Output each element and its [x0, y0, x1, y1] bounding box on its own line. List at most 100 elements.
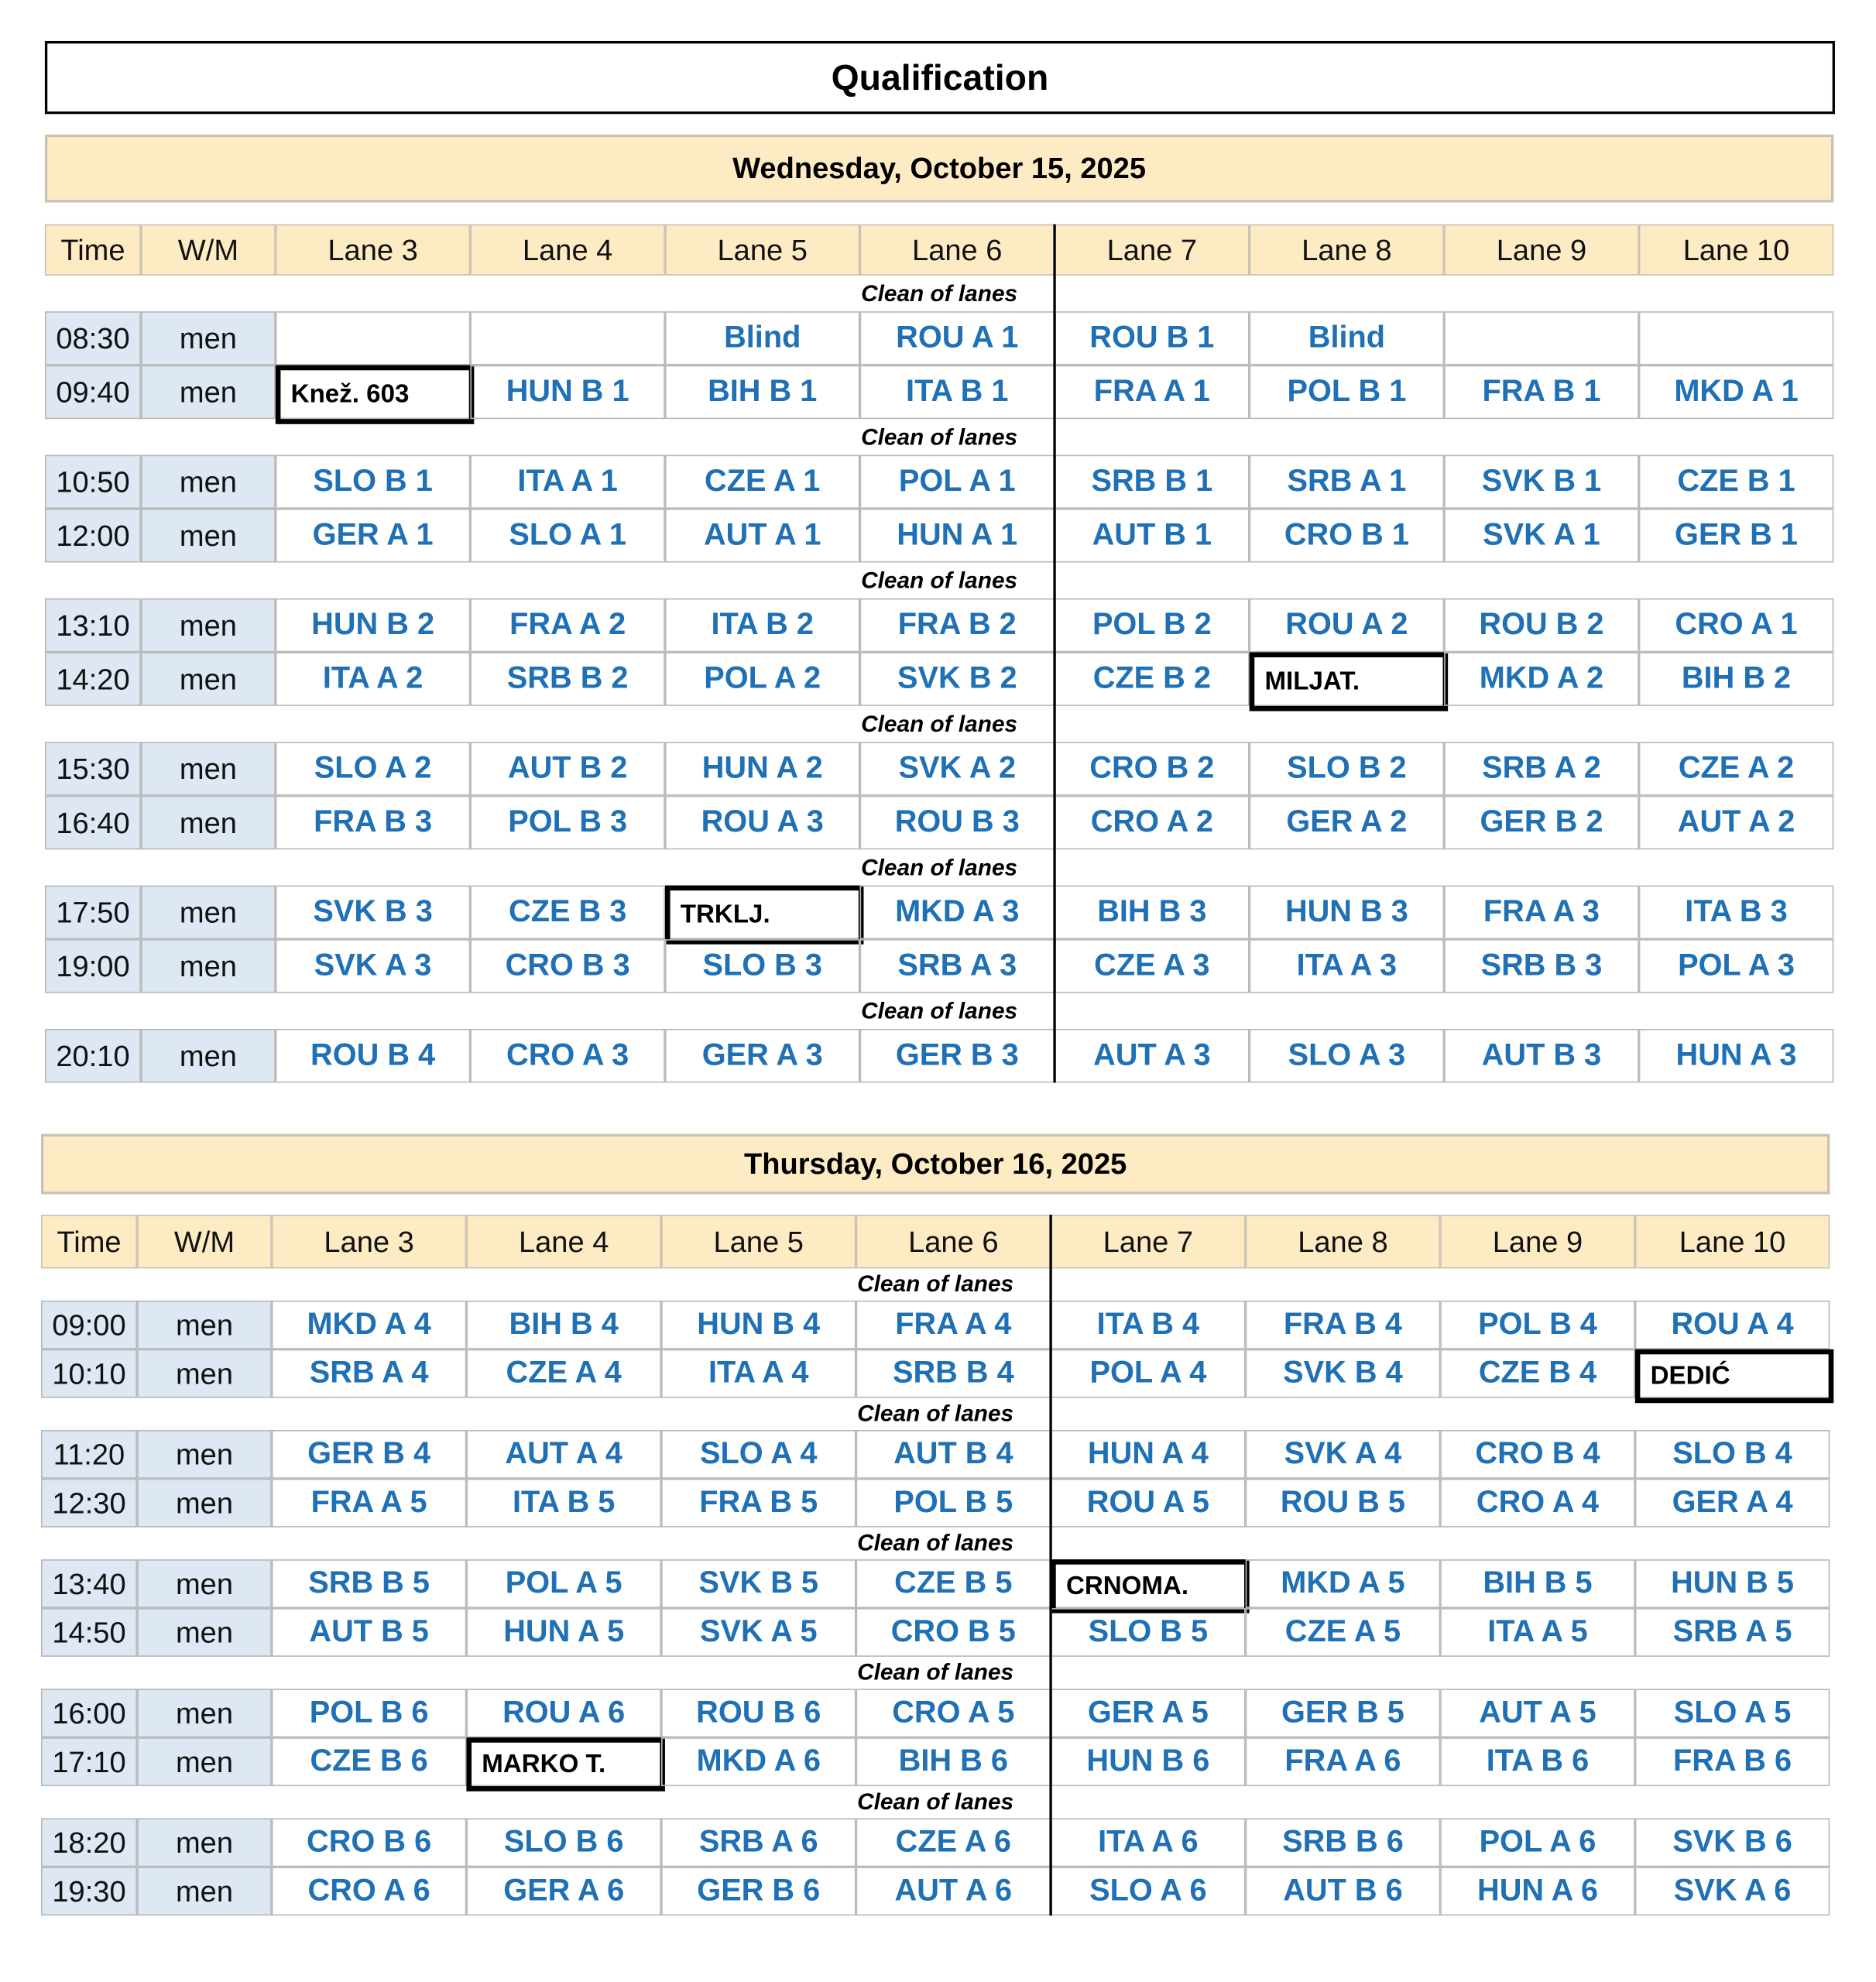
lane-cell: GER B 1: [1638, 509, 1834, 563]
lane-cell: [470, 311, 665, 365]
lane-cell: ROU B 4: [275, 1028, 471, 1083]
lane-cell: [275, 311, 471, 365]
lane-cell: GER B 3: [859, 1028, 1055, 1083]
lane-cell: CRO A 3: [470, 1028, 665, 1083]
day-header: Thursday, October 16, 2025: [40, 1133, 1830, 1195]
lane-cell: SLO A 4: [660, 1429, 856, 1479]
lane-cell: HUN B 3: [1249, 885, 1445, 940]
lane-cell: SLO B 2: [1249, 742, 1445, 796]
lane-cell: CZE B 5: [856, 1559, 1051, 1609]
lane-note: Clean of lanes: [861, 997, 1018, 1024]
lane-cell: SLO A 5: [1634, 1689, 1830, 1738]
reserved-cell: MARKO T.: [466, 1737, 665, 1792]
category-cell: men: [137, 1737, 272, 1787]
lane-divider: [1049, 1214, 1052, 1916]
lane-cell: AUT B 2: [470, 742, 665, 796]
lane-cell: CRO A 2: [1055, 795, 1250, 850]
column-header: Lane 8: [1245, 1214, 1441, 1269]
lane-cell: ROU B 5: [1245, 1478, 1441, 1528]
lane-cell: FRA A 6: [1245, 1737, 1441, 1787]
lane-cell: POL B 4: [1440, 1300, 1635, 1349]
lane-cell: POL B 2: [1055, 598, 1250, 653]
time-cell: 10:10: [40, 1349, 138, 1398]
lane-cell: SRB A 1: [1249, 454, 1445, 509]
category-cell: men: [137, 1559, 272, 1609]
column-header: W/M: [137, 1214, 272, 1269]
lane-cell: SVK A 5: [660, 1608, 856, 1657]
lane-cell: CZE A 2: [1638, 742, 1834, 796]
lane-cell: ROU A 4: [1634, 1300, 1830, 1349]
lane-note: Clean of lanes: [861, 423, 1018, 450]
lane-cell: ITA A 6: [1051, 1818, 1246, 1867]
lane-cell: CZE B 1: [1638, 454, 1834, 509]
lane-cell: CRO B 5: [856, 1608, 1051, 1657]
column-header: W/M: [141, 224, 276, 276]
column-header: Lane 3: [271, 1214, 467, 1269]
lane-cell: MKD A 2: [1444, 652, 1639, 706]
lane-cell: GER B 6: [660, 1867, 856, 1916]
lane-note: Clean of lanes: [861, 567, 1018, 593]
lane-cell: ITA B 2: [664, 598, 860, 653]
lane-cell: CZE A 6: [856, 1818, 1051, 1867]
lane-cell: MKD A 1: [1638, 365, 1834, 420]
lane-cell: HUN A 2: [664, 742, 860, 796]
lane-cell: ROU A 1: [859, 311, 1055, 365]
lane-cell: SVK B 3: [275, 885, 471, 940]
lane-cell: BIH B 1: [664, 365, 860, 420]
lane-cell: SVK B 2: [859, 652, 1055, 706]
lane-cell: ITA A 3: [1249, 939, 1445, 993]
time-cell: 14:50: [40, 1608, 138, 1657]
page-title: Qualification: [44, 40, 1835, 115]
lane-cell: SVK A 3: [275, 939, 471, 993]
lane-cell: ROU B 1: [1055, 311, 1250, 365]
lane-cell: GER A 3: [664, 1028, 860, 1083]
lane-cell: POL A 1: [859, 454, 1055, 509]
lane-cell: CRO A 6: [271, 1867, 467, 1916]
time-cell: 15:30: [44, 742, 142, 796]
lane-cell: SRB A 6: [660, 1818, 856, 1867]
lane-cell: CZE B 4: [1440, 1349, 1635, 1398]
column-header: Lane 8: [1249, 224, 1445, 276]
time-cell: 14:20: [44, 652, 142, 706]
lane-cell: SLO A 6: [1051, 1867, 1246, 1916]
category-cell: men: [137, 1429, 272, 1479]
time-cell: 09:00: [40, 1300, 138, 1349]
lane-cell: FRA A 3: [1444, 885, 1639, 940]
lane-cell: AUT A 1: [664, 509, 860, 563]
column-header: Lane 9: [1444, 224, 1639, 276]
lane-cell: FRA A 5: [271, 1478, 467, 1528]
lane-cell: AUT B 1: [1055, 509, 1250, 563]
category-cell: men: [137, 1818, 272, 1867]
lane-note: Clean of lanes: [861, 854, 1018, 880]
lane-cell: SVK B 5: [660, 1559, 856, 1609]
lane-cell: FRA B 3: [275, 795, 471, 850]
lane-cell: FRA A 1: [1055, 365, 1250, 420]
lane-cell: ROU A 2: [1249, 598, 1445, 653]
lane-cell: ITA B 5: [466, 1478, 661, 1528]
lane-cell: CRO A 5: [856, 1689, 1051, 1738]
lane-cell: SVK B 6: [1634, 1818, 1830, 1867]
lane-cell: HUN B 1: [470, 365, 665, 420]
time-cell: 10:50: [44, 454, 142, 509]
lane-cell: FRA B 1: [1444, 365, 1639, 420]
lane-cell: GER A 6: [466, 1867, 661, 1916]
lane-note: Clean of lanes: [857, 1400, 1014, 1427]
lane-cell: FRA A 2: [470, 598, 665, 653]
category-cell: men: [141, 1028, 276, 1083]
column-header: Lane 4: [466, 1214, 661, 1269]
time-cell: 08:30: [44, 311, 142, 365]
lane-cell: HUN A 6: [1440, 1867, 1635, 1916]
lane-cell: ITA B 6: [1440, 1737, 1635, 1787]
time-cell: 13:40: [40, 1559, 138, 1609]
lane-cell: CZE A 5: [1245, 1608, 1441, 1657]
lane-cell: AUT B 6: [1245, 1867, 1441, 1916]
lane-cell: ITA A 2: [275, 652, 471, 706]
lane-cell: HUN A 1: [859, 509, 1055, 563]
column-header: Lane 10: [1638, 224, 1834, 276]
lane-cell: POL A 5: [466, 1559, 661, 1609]
lane-cell: SRB A 2: [1444, 742, 1639, 796]
lane-cell: AUT B 3: [1444, 1028, 1639, 1083]
column-header: Time: [44, 224, 142, 276]
lane-cell: FRA B 6: [1634, 1737, 1830, 1787]
lane-cell: AUT A 3: [1055, 1028, 1250, 1083]
